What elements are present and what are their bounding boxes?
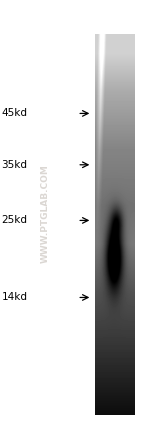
Text: 45kd: 45kd: [2, 108, 27, 119]
Text: 25kd: 25kd: [2, 215, 27, 226]
Text: 14kd: 14kd: [2, 292, 27, 303]
Text: WWW.PTGLAB.COM: WWW.PTGLAB.COM: [40, 164, 50, 264]
Text: 35kd: 35kd: [2, 160, 27, 170]
